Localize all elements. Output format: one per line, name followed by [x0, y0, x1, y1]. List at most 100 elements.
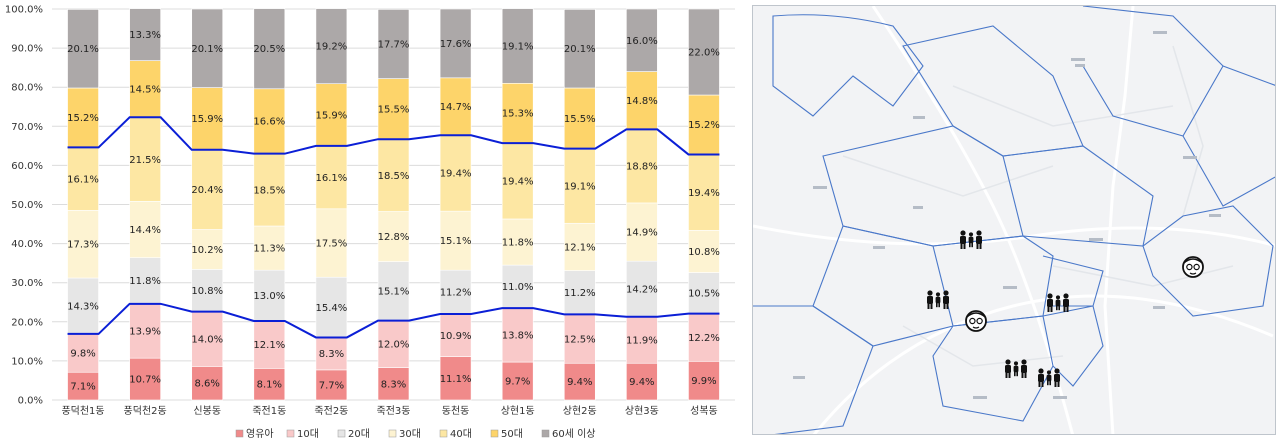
- map-places: [793, 31, 1221, 399]
- legend-label: 50대: [501, 428, 523, 440]
- bar-segment: [501, 8, 534, 84]
- data-label: 13.3%: [129, 30, 161, 41]
- elderly-hair: [1183, 258, 1203, 264]
- y-tick-label: 50.0%: [11, 200, 43, 211]
- family-head: [1038, 368, 1044, 374]
- family-leg: [946, 303, 949, 309]
- x-category-label: 죽전1동: [252, 405, 286, 417]
- family-leg: [963, 243, 966, 249]
- legend-label: 20대: [348, 428, 370, 440]
- data-label: 9.8%: [70, 349, 95, 360]
- elderly-smile: [972, 326, 980, 329]
- bar-segment: [439, 134, 472, 212]
- bar-segment: [439, 210, 472, 271]
- legend-swatch: [439, 429, 448, 438]
- data-label: 19.4%: [688, 188, 720, 199]
- boundary-upper-line: [67, 116, 720, 156]
- bar-segment: [191, 311, 224, 367]
- bar-series: 7.1% 9.8% 14.3% 17.3% 16.1% 15.2% 20.1% 10.7% 13…: [67, 8, 720, 401]
- elderly-icon: [965, 310, 987, 332]
- data-label: 12.0%: [378, 340, 410, 351]
- data-label: 19.1%: [502, 41, 534, 52]
- data-label: 19.4%: [440, 169, 472, 180]
- data-label: 11.3%: [253, 244, 285, 255]
- district-map: [752, 5, 1276, 435]
- elderly-hair: [966, 312, 986, 318]
- legend-swatch: [490, 429, 499, 438]
- family-head: [1047, 293, 1053, 299]
- data-label: 14.2%: [626, 284, 658, 295]
- family-head: [1054, 368, 1060, 374]
- bar-segment: [688, 313, 720, 362]
- data-label: 14.0%: [191, 335, 223, 346]
- family-leg: [930, 303, 933, 309]
- bar-segment: [129, 201, 161, 258]
- family-leg: [938, 302, 940, 308]
- bar-segment: [191, 87, 224, 151]
- family-body: [960, 236, 966, 244]
- x-category-label: 죽전3동: [377, 405, 411, 417]
- map-minor-roads: [842, 45, 1234, 367]
- data-label: 20.4%: [191, 185, 223, 196]
- data-label: 18.8%: [626, 162, 658, 173]
- y-tick-label: 90.0%: [11, 44, 43, 55]
- bar-segment: [129, 257, 161, 305]
- bar-segment: [501, 218, 534, 266]
- data-label: 10.5%: [688, 289, 720, 300]
- bar-segment: [688, 360, 720, 401]
- x-category-label: 신봉동: [193, 405, 221, 417]
- data-label: 10.8%: [191, 286, 223, 297]
- family-leg: [1021, 372, 1024, 378]
- bar-segment: [439, 356, 472, 401]
- data-label: 18.5%: [378, 171, 410, 182]
- family-leg: [979, 243, 982, 249]
- family-icon: [1047, 293, 1069, 312]
- bar-segment: [191, 269, 224, 312]
- x-category-label: 성복동: [690, 405, 718, 417]
- data-label: 11.2%: [564, 288, 596, 299]
- x-category-label: 풍덕천2동: [124, 405, 167, 417]
- elderly-glasses: [969, 317, 976, 325]
- family-body: [935, 296, 941, 304]
- family-leg: [1056, 305, 1058, 311]
- bar-segment: [501, 142, 534, 220]
- chart-canvas: 0.0% 10.0% 20.0% 30.0% 40.0% 50.0% 60.0% 70.0% 8…: [5, 5, 735, 440]
- bar-segment: [253, 8, 286, 90]
- family-body: [927, 296, 933, 304]
- data-label: 15.4%: [316, 303, 348, 314]
- family-leg: [969, 242, 971, 248]
- bar-segment: [315, 8, 348, 84]
- family-leg: [927, 303, 930, 309]
- data-label: 16.1%: [316, 173, 348, 184]
- data-label: 16.0%: [626, 36, 658, 47]
- data-label: 15.2%: [688, 120, 720, 131]
- elderly-icon: [1182, 256, 1204, 278]
- data-label: 13.9%: [129, 326, 161, 337]
- data-label: 9.4%: [567, 377, 592, 388]
- bar-segment: [67, 371, 99, 401]
- family-leg: [1049, 380, 1051, 386]
- legend-label: 40대: [450, 428, 472, 440]
- family-body: [1055, 299, 1061, 307]
- family-body: [1054, 374, 1060, 382]
- bar-segment: [129, 303, 161, 359]
- bar-segment: [253, 88, 286, 154]
- data-label: 12.5%: [564, 334, 596, 345]
- district-boundaries: [753, 6, 1275, 434]
- data-label: 12.2%: [688, 333, 720, 344]
- family-leg: [1024, 372, 1027, 378]
- bar-segment: [253, 320, 286, 369]
- data-label: 13.0%: [253, 291, 285, 302]
- bar-segment: [315, 369, 348, 401]
- data-label: 12.8%: [378, 232, 410, 243]
- bar-segment: [563, 9, 596, 89]
- data-label: 10.2%: [191, 245, 223, 256]
- y-tick-label: 100.0%: [5, 5, 43, 16]
- family-leg: [1047, 380, 1049, 386]
- family-leg: [1008, 372, 1011, 378]
- data-label: 17.7%: [378, 39, 410, 50]
- legend-swatch: [286, 429, 295, 438]
- bar-segment: [688, 154, 720, 231]
- family-head: [1021, 359, 1027, 365]
- data-label: 11.0%: [502, 282, 534, 293]
